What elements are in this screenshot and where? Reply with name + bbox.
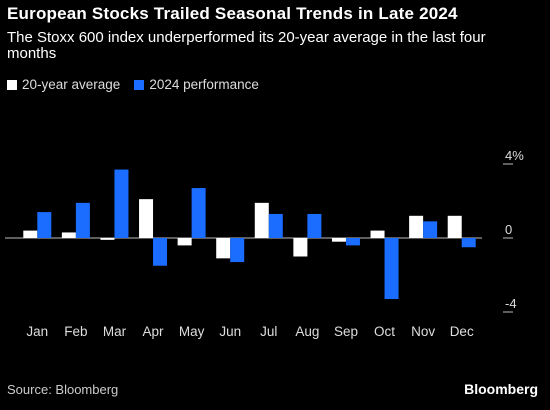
bar-average-jul	[254, 202, 269, 238]
bar-2024-jul	[268, 213, 283, 238]
brand-logo: Bloomberg	[464, 381, 538, 397]
legend-label-2024: 2024 performance	[149, 77, 259, 92]
bar-2024-jun	[230, 238, 245, 263]
x-tick-label: Jun	[219, 324, 241, 339]
x-tick-label: Aug	[295, 324, 319, 339]
bar-average-feb	[61, 232, 76, 238]
legend-label-average: 20-year average	[22, 77, 121, 92]
y-tick-label: 0	[505, 222, 512, 237]
y-tick-label: 4%	[505, 148, 524, 163]
x-tick-label: Mar	[103, 324, 127, 339]
bar-average-sep	[331, 238, 346, 242]
x-tick-label: Jul	[260, 324, 277, 339]
bar-average-apr	[139, 199, 154, 238]
bar-2024-aug	[307, 213, 322, 238]
source-note: Source: Bloomberg	[7, 382, 119, 397]
legend-swatch-2024	[134, 79, 145, 90]
x-tick-label: Nov	[411, 324, 435, 339]
bar-average-jun	[216, 238, 231, 259]
x-tick-label: Feb	[64, 324, 87, 339]
bar-2024-nov	[423, 221, 438, 238]
chart-title: European Stocks Trailed Seasonal Trends …	[7, 4, 458, 23]
bar-2024-mar	[114, 169, 129, 238]
bar-average-mar	[100, 238, 115, 240]
legend-item-average: 20-year average	[7, 77, 120, 92]
bar-average-nov	[409, 215, 424, 238]
x-tick-label: Jan	[26, 324, 48, 339]
bar-2024-dec	[461, 238, 476, 248]
x-tick-label: Apr	[143, 324, 165, 339]
bar-average-oct	[370, 230, 385, 238]
bar-average-aug	[293, 238, 308, 257]
y-tick-label: -4	[505, 296, 517, 311]
bar-average-jan	[23, 230, 38, 238]
legend-swatch-average	[7, 79, 17, 90]
bar-average-may	[177, 238, 192, 246]
bar-average-dec	[447, 215, 462, 238]
x-tick-label: Oct	[374, 324, 395, 339]
legend-item-2024: 2024 performance	[134, 77, 259, 92]
bar-2024-apr	[153, 238, 168, 266]
bar-2024-feb	[75, 202, 90, 238]
bar-2024-oct	[384, 238, 399, 300]
x-tick-label: Sep	[334, 324, 358, 339]
x-tick-label: Dec	[450, 324, 474, 339]
x-tick-label: May	[179, 324, 205, 339]
bar-2024-may	[191, 188, 206, 238]
bar-2024-jan	[37, 212, 52, 238]
legend: 20-year average 2024 performance	[7, 77, 259, 92]
bar-2024-sep	[345, 238, 360, 246]
chart-subtitle: The Stoxx 600 index underperformed its 2…	[7, 29, 486, 62]
